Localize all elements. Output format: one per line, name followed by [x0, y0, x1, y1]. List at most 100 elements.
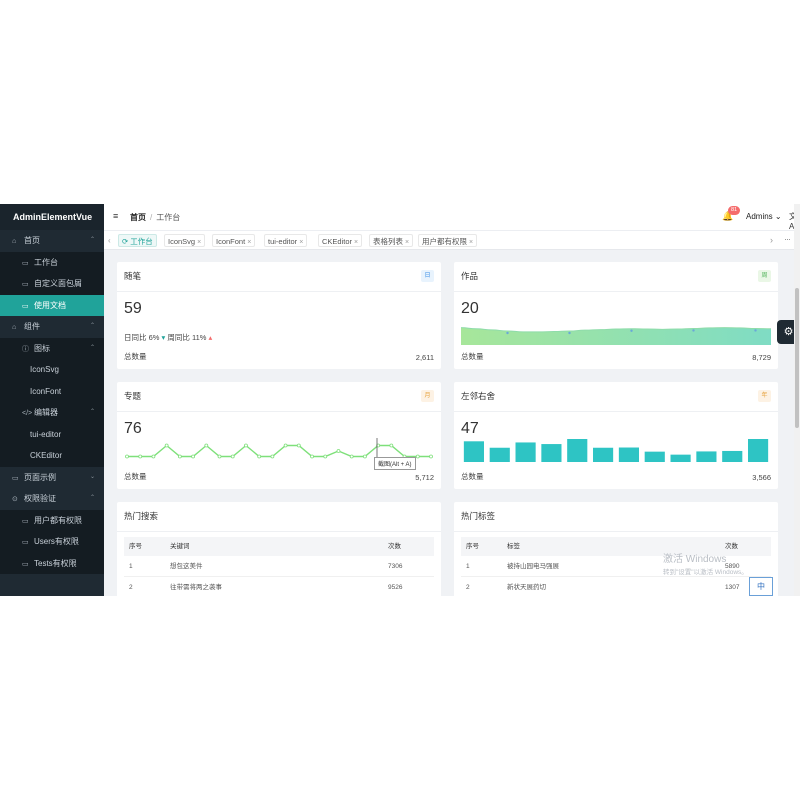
- data-point: [429, 454, 433, 459]
- data-point: [336, 449, 341, 453]
- sidebar-item-workbench[interactable]: ▭ 工作台: [0, 251, 104, 273]
- ime-indicator[interactable]: 中: [749, 577, 773, 596]
- row-count: 7306: [388, 563, 403, 570]
- scrollbar-thumb[interactable]: [795, 288, 799, 428]
- card-value: 47: [461, 420, 479, 437]
- tab-iconsvg[interactable]: IconSvg ×: [164, 234, 206, 247]
- card-title: 热门搜索: [124, 511, 159, 521]
- more-icon[interactable]: ···: [784, 234, 791, 244]
- area-line: [461, 327, 771, 333]
- table-row[interactable]: 1 被持山园电马强展 5890: [461, 556, 771, 577]
- tags-view: ‹ ⟳ 工作台 IconSvg × IconFont × tui-editor × CKEdit…: [104, 230, 800, 250]
- breadcrumb-home[interactable]: 首页: [130, 213, 146, 222]
- tab-表格列表[interactable]: 表格列表 ×: [369, 234, 414, 247]
- sidebar-item-label: 首页: [24, 236, 40, 245]
- close-icon[interactable]: ×: [299, 239, 304, 246]
- user-menu[interactable]: Admins ⌄: [746, 212, 782, 221]
- page-scrollbar[interactable]: [794, 204, 800, 596]
- row-count: 1307: [725, 584, 740, 591]
- data-point: [204, 443, 209, 448]
- sidebar-item-home[interactable]: ⌂ 首页 ⌃: [0, 230, 104, 252]
- data-point: [244, 443, 248, 448]
- tab-label: 用户都有权限: [422, 237, 467, 246]
- card-title: 随笔: [124, 271, 142, 281]
- sidebar-item-permission[interactable]: ⊙ 权限验证 ⌃: [0, 488, 104, 510]
- language-icon[interactable]: 文A: [789, 212, 797, 231]
- compare-week: 周同比 11%: [167, 333, 207, 342]
- total-value: 3,566: [752, 473, 771, 482]
- sidebar-item-iconsvg[interactable]: IconSvg: [0, 359, 104, 381]
- close-icon[interactable]: ×: [197, 239, 202, 246]
- sidebar-item-page-examples[interactable]: ▭ 页面示例 ⌄: [0, 467, 104, 489]
- bar: [463, 441, 484, 462]
- close-icon[interactable]: ×: [354, 239, 359, 246]
- tab-label: 表格列表: [373, 237, 403, 246]
- total-label: 总数量: [461, 472, 484, 481]
- column-header[interactable]: 标签: [507, 543, 520, 550]
- table-row[interactable]: 1 想包这美件 7306: [124, 556, 434, 577]
- monitor-icon: ▭: [22, 517, 29, 525]
- column-header[interactable]: 关键词: [170, 543, 190, 550]
- card-title: 热门标签: [461, 511, 496, 521]
- bar-chart: [463, 439, 769, 462]
- column-header[interactable]: 次数: [725, 543, 738, 550]
- sidebar-item-user-permission[interactable]: ▭ 用户都有权限: [0, 509, 104, 531]
- divider: [117, 531, 441, 532]
- table-row[interactable]: 2 新状天展药切 1307: [461, 577, 771, 596]
- tab-iconfont[interactable]: IconFont ×: [212, 234, 256, 247]
- bar: [618, 447, 639, 462]
- tab-label: tui-editor: [268, 237, 298, 246]
- app-logo: AdminElementVue: [0, 204, 104, 230]
- scroll-right-icon[interactable]: ›: [770, 235, 773, 245]
- data-point: [754, 329, 757, 332]
- close-icon[interactable]: ×: [469, 239, 474, 246]
- bar: [541, 444, 562, 462]
- sidebar-item-tui-editor[interactable]: tui-editor: [0, 423, 104, 445]
- card-hot-search: 热门搜索 序号 关键词 次数 1 想包这美件 7306 2 往带需将两之袭事 9…: [117, 502, 441, 596]
- menu-toggle-icon[interactable]: ≡: [113, 211, 119, 221]
- line-chart: [125, 438, 433, 464]
- tab-ckeditor[interactable]: CKEditor ×: [318, 234, 363, 247]
- area-fill: [461, 327, 771, 345]
- data-point: [630, 329, 633, 332]
- sidebar-item-components[interactable]: ⌂ 组件 ⌃: [0, 316, 104, 338]
- scroll-left-icon[interactable]: ‹: [108, 236, 111, 245]
- tab-workbench[interactable]: ⟳ 工作台: [118, 234, 157, 247]
- tab-tui-editor[interactable]: tui-editor ×: [264, 234, 308, 247]
- sidebar-item-icons[interactable]: ⓘ 图标 ⌃: [0, 337, 104, 359]
- close-icon[interactable]: ×: [405, 239, 410, 246]
- chevron-up-icon: ⌃: [89, 323, 95, 329]
- sidebar-item-ckeditor[interactable]: CKEditor: [0, 445, 104, 467]
- info-icon: ⓘ: [22, 345, 29, 353]
- row-keyword: 想包这美件: [170, 563, 203, 570]
- data-point: [323, 454, 328, 459]
- divider: [117, 411, 441, 412]
- sidebar-item-docs[interactable]: ▭ 使用文档: [0, 294, 104, 316]
- trend-down-icon: ▾: [161, 333, 166, 342]
- breadcrumb-current: 工作台: [156, 213, 181, 222]
- sidebar-item-editor[interactable]: </> 编辑器 ⌃: [0, 402, 104, 424]
- data-point: [125, 454, 129, 459]
- column-header: 序号: [466, 543, 479, 550]
- data-point: [283, 443, 288, 448]
- sidebar-item-custom-breadcrumb[interactable]: ▭ 自定义面包屑: [0, 273, 104, 295]
- table-row[interactable]: 2 往带需将两之袭事 9526: [124, 577, 434, 596]
- app-window: AdminElementVue ⌂ 首页 ⌃ ▭ 工作台 ▭ 自定义面包屑 ▭ 使用文档 ⌂ 组件 ⌃…: [0, 204, 800, 596]
- sidebar-item-tests-permission[interactable]: ▭ Tests有权限: [0, 552, 104, 574]
- data-point: [257, 454, 262, 459]
- table-header: 序号 标签 次数: [461, 537, 771, 556]
- bar: [696, 451, 717, 462]
- monitor-icon: ▭: [22, 259, 29, 267]
- tab-用户都有权限[interactable]: 用户都有权限 ×: [418, 234, 478, 247]
- sidebar-item-users-permission[interactable]: ▭ Users有权限: [0, 531, 104, 553]
- card-title: 作品: [461, 271, 479, 281]
- chevron-up-icon: ⌃: [89, 495, 95, 501]
- close-icon[interactable]: ×: [247, 239, 252, 246]
- row-index: 2: [129, 584, 133, 591]
- row-index: 1: [129, 563, 133, 570]
- bell-icon[interactable]: 🔔: [722, 211, 734, 221]
- sidebar-item-iconfont[interactable]: IconFont: [0, 380, 104, 402]
- column-header[interactable]: 次数: [388, 543, 401, 550]
- chevron-down-icon: ⌄: [89, 473, 95, 480]
- lock-icon: ⊙: [12, 496, 18, 503]
